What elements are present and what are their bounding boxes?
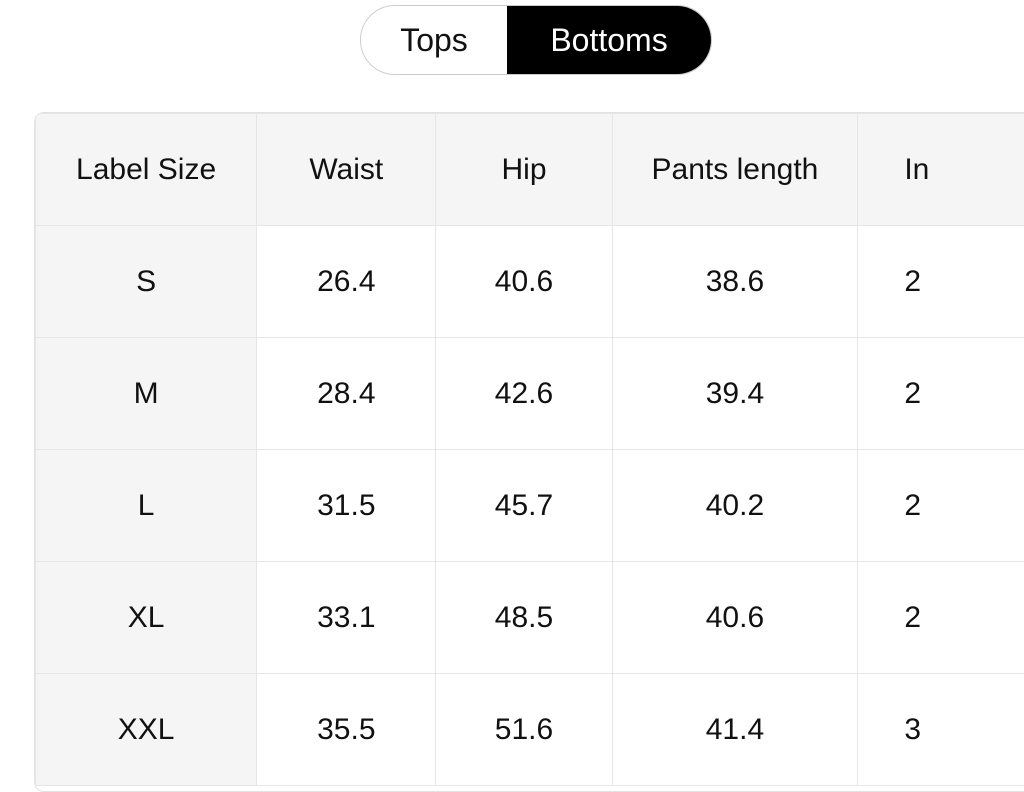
size-cell: S [36, 226, 257, 338]
header-pants-length: Pants length [612, 114, 858, 226]
waist-cell: 33.1 [257, 562, 436, 674]
waist-cell: 28.4 [257, 338, 436, 450]
waist-cell: 26.4 [257, 226, 436, 338]
header-label-size: Label Size [36, 114, 257, 226]
pants-length-cell: 40.6 [612, 562, 858, 674]
partial-cell: 2 [858, 562, 1024, 674]
header-waist: Waist [257, 114, 436, 226]
size-cell: XL [36, 562, 257, 674]
hip-cell: 51.6 [436, 674, 612, 786]
partial-cell: 3 [858, 674, 1024, 786]
header-hip: Hip [436, 114, 612, 226]
pants-length-cell: 41.4 [612, 674, 858, 786]
size-cell: M [36, 338, 257, 450]
waist-cell: 31.5 [257, 450, 436, 562]
table-header-row: Label Size Waist Hip Pants length In [36, 114, 1024, 226]
waist-cell: 35.5 [257, 674, 436, 786]
pants-length-cell: 40.2 [612, 450, 858, 562]
hip-cell: 40.6 [436, 226, 612, 338]
category-toggle: Tops Bottoms [360, 5, 712, 75]
pants-length-cell: 38.6 [612, 226, 858, 338]
partial-cell: 2 [858, 338, 1024, 450]
hip-cell: 45.7 [436, 450, 612, 562]
size-cell: L [36, 450, 257, 562]
header-partial: In [858, 114, 1024, 226]
pants-length-cell: 39.4 [612, 338, 858, 450]
tab-bottoms[interactable]: Bottoms [507, 6, 711, 74]
partial-cell: 2 [858, 226, 1024, 338]
partial-cell: 2 [858, 450, 1024, 562]
hip-cell: 48.5 [436, 562, 612, 674]
tab-tops[interactable]: Tops [361, 6, 507, 74]
size-cell: XXL [36, 674, 257, 786]
hip-cell: 42.6 [436, 338, 612, 450]
